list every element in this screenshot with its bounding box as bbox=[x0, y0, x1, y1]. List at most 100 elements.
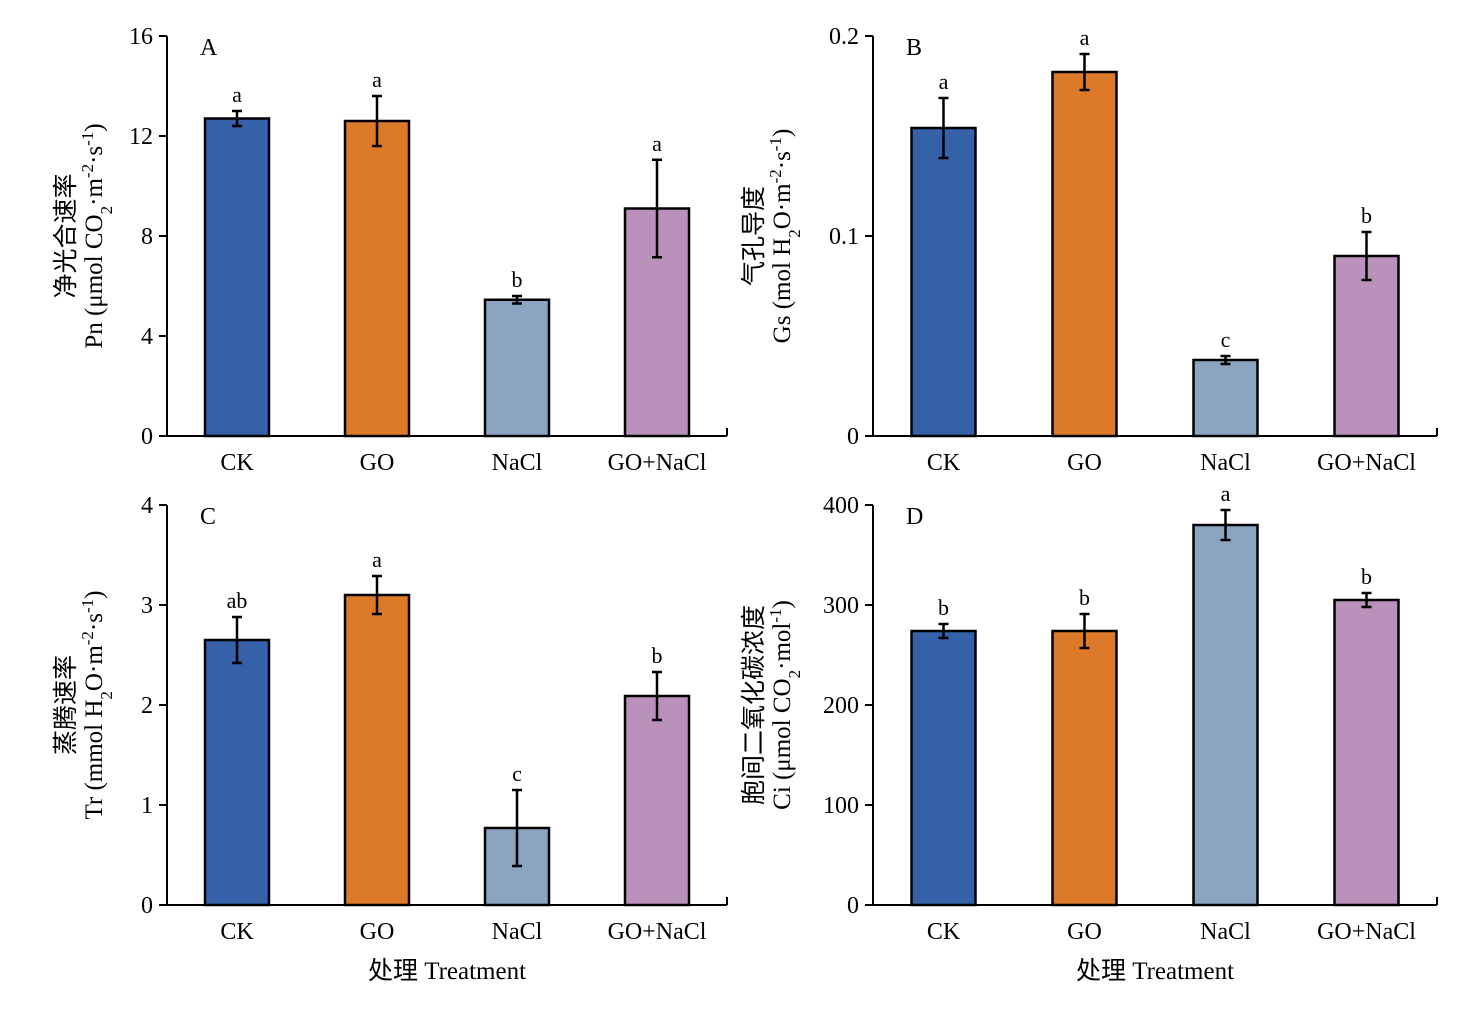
significance-letter: b bbox=[652, 643, 663, 668]
y-axis-title-part: -1 bbox=[766, 608, 785, 622]
category-label: GO bbox=[1067, 919, 1102, 945]
y-axis-title-cn: 蒸腾速率 bbox=[52, 655, 80, 755]
significance-letter: b bbox=[938, 595, 949, 620]
y-axis-title-part: ·m bbox=[81, 178, 108, 206]
significance-letter: a bbox=[232, 82, 242, 107]
y-tick-label: 0 bbox=[847, 893, 859, 919]
bar-ck bbox=[910, 126, 977, 438]
chart-panel-a: a CK a GO b NaCl a GO+NaCl 0 4 8 12 16 A 净光合速率 Pn (μmol… bbox=[52, 24, 728, 476]
y-axis-title: Ci (μmol CO2·mol-1) bbox=[766, 600, 804, 810]
y-axis-title-part: 2 bbox=[785, 229, 804, 238]
category-label: GO+NaCl bbox=[608, 919, 707, 945]
category-label: CK bbox=[220, 450, 254, 476]
panel-label: D bbox=[906, 504, 923, 530]
significance-letter: a bbox=[652, 131, 662, 156]
bar-go bbox=[1051, 70, 1118, 438]
significance-letter: b bbox=[1361, 203, 1372, 228]
y-tick-label: 3 bbox=[141, 593, 153, 619]
y-tick-label: 400 bbox=[823, 493, 859, 519]
y-axis-title-part: ) bbox=[81, 591, 108, 599]
category-label: GO bbox=[360, 450, 395, 476]
category-label: CK bbox=[927, 450, 961, 476]
significance-letter: a bbox=[1080, 25, 1090, 50]
category-label: GO+NaCl bbox=[1317, 919, 1416, 945]
y-axis-title-part: Ci (μmol CO bbox=[769, 678, 796, 809]
category-label: CK bbox=[927, 919, 961, 945]
panel-label: B bbox=[906, 35, 922, 61]
y-axis-title-part: Tr (mmol H bbox=[81, 700, 108, 820]
y-tick-label: 8 bbox=[141, 224, 153, 250]
y-axis-title-part: ·mol bbox=[769, 623, 796, 670]
y-tick-label: 4 bbox=[141, 493, 153, 519]
bar-ck bbox=[203, 117, 271, 438]
y-axis-title-part: O·m bbox=[769, 183, 796, 229]
y-axis-title-cn: 净光合速率 bbox=[52, 173, 80, 298]
y-axis-title-part: -2 bbox=[78, 631, 97, 645]
x-axis-title: 处理 Treatment bbox=[1076, 957, 1234, 985]
y-axis-title-cn: 胞间二氧化碳浓度 bbox=[740, 605, 768, 805]
chart-panel-d: b CK b GO a NaCl b GO+NaCl 0 100 200 300 400 D 胞间二氧化碳浓… bbox=[740, 481, 1438, 985]
y-axis-title-part: Pn (μmol CO bbox=[81, 214, 108, 348]
y-axis-title: Pn (μmol CO2·m-2·s-1) bbox=[78, 123, 116, 348]
y-axis-title-part: 2 bbox=[97, 206, 116, 215]
y-axis-title-part: 2 bbox=[785, 670, 804, 679]
y-tick-label: 0 bbox=[847, 424, 859, 450]
bar-go bbox=[1051, 629, 1118, 907]
bar-nacl bbox=[1192, 523, 1259, 907]
y-axis-title-part: ) bbox=[769, 600, 796, 608]
y-axis-title-part: ·s bbox=[81, 613, 108, 631]
category-label: GO bbox=[1067, 450, 1102, 476]
bar-go bbox=[343, 593, 411, 907]
category-label: NaCl bbox=[492, 919, 543, 945]
y-axis-title-part: O·m bbox=[81, 645, 108, 691]
bar-go bbox=[343, 119, 411, 438]
significance-letter: a bbox=[1221, 481, 1231, 506]
y-axis-title-part: -1 bbox=[78, 599, 97, 613]
significance-letter: c bbox=[1221, 327, 1231, 352]
y-tick-label: 100 bbox=[823, 793, 859, 819]
panel-label: C bbox=[200, 504, 216, 530]
y-tick-label: 0 bbox=[141, 424, 153, 450]
x-axis-title: 处理 Treatment bbox=[368, 957, 526, 985]
significance-letter: b bbox=[1361, 564, 1372, 589]
bar-nacl bbox=[483, 298, 551, 438]
y-tick-label: 0.1 bbox=[829, 224, 859, 250]
category-label: NaCl bbox=[1200, 919, 1251, 945]
category-label: NaCl bbox=[492, 450, 543, 476]
category-label: GO+NaCl bbox=[1317, 450, 1416, 476]
y-axis-title-part: ) bbox=[81, 123, 108, 131]
y-axis-title-part: ) bbox=[769, 129, 796, 137]
significance-letter: a bbox=[372, 547, 382, 572]
bar-go-plus-nacl bbox=[1333, 254, 1400, 438]
significance-letter: a bbox=[939, 69, 949, 94]
significance-letter: b bbox=[512, 267, 523, 292]
y-tick-label: 300 bbox=[823, 593, 859, 619]
significance-letter: b bbox=[1079, 585, 1090, 610]
y-tick-label: 200 bbox=[823, 693, 859, 719]
y-axis-title-part: ·s bbox=[769, 151, 796, 169]
y-tick-label: 0 bbox=[141, 893, 153, 919]
bar-nacl bbox=[1192, 358, 1259, 438]
y-tick-label: 2 bbox=[141, 693, 153, 719]
y-tick-label: 1 bbox=[141, 793, 153, 819]
y-tick-label: 12 bbox=[129, 124, 153, 150]
y-tick-label: 0.2 bbox=[829, 24, 859, 50]
category-label: CK bbox=[220, 919, 254, 945]
y-axis-title-part: -1 bbox=[766, 137, 785, 151]
y-axis-title-part: 2 bbox=[97, 691, 116, 700]
y-axis-title: Tr (mmol H2O·m-2·s-1) bbox=[78, 591, 116, 820]
y-tick-label: 4 bbox=[141, 324, 153, 350]
category-label: NaCl bbox=[1200, 450, 1251, 476]
bar-ck bbox=[203, 638, 271, 907]
y-axis-title-part: -1 bbox=[78, 132, 97, 146]
significance-letter: c bbox=[512, 761, 522, 786]
significance-letter: ab bbox=[227, 588, 248, 613]
bar-ck bbox=[910, 629, 977, 907]
y-axis-title: Gs (mol H2O·m-2·s-1) bbox=[766, 129, 804, 344]
category-label: GO bbox=[360, 919, 395, 945]
panel-label: A bbox=[200, 35, 218, 61]
y-axis-title-part: ·s bbox=[81, 146, 108, 164]
bar-go-plus-nacl bbox=[623, 694, 691, 907]
